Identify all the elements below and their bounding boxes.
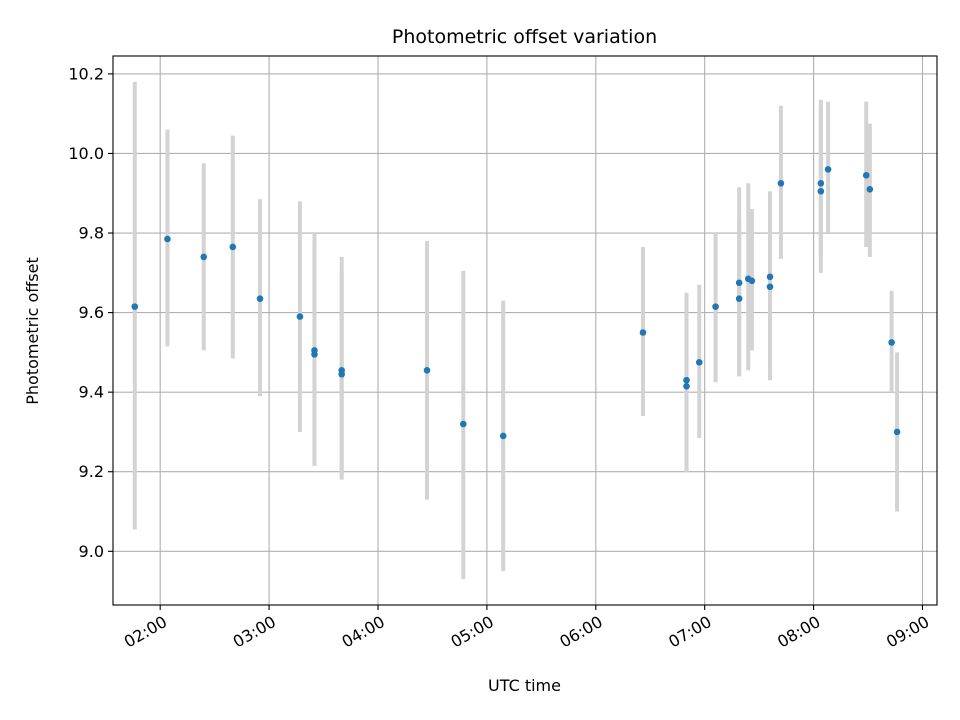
- y-tick-label: 9.0: [79, 542, 104, 561]
- data-point: [866, 185, 874, 193]
- y-tick-label: 9.8: [79, 224, 104, 243]
- data-point: [639, 329, 647, 336]
- data-point: [695, 359, 703, 366]
- data-point: [338, 370, 345, 378]
- y-tick-label: 10.2: [68, 64, 104, 83]
- data-point: [499, 432, 507, 440]
- y-tick-label: 9.2: [79, 462, 104, 481]
- data-point: [777, 180, 785, 187]
- data-point: [683, 382, 690, 390]
- data-points: [131, 166, 901, 440]
- data-point: [423, 366, 431, 374]
- y-tick-label: 9.4: [79, 383, 104, 402]
- data-point: [817, 187, 825, 195]
- data-point: [817, 180, 825, 187]
- data-point: [200, 253, 208, 261]
- data-point: [888, 339, 895, 346]
- data-point: [735, 295, 743, 302]
- data-point: [131, 303, 139, 310]
- chart-title: Photometric offset variation: [392, 26, 657, 48]
- data-point: [683, 376, 690, 384]
- data-point: [862, 172, 870, 179]
- data-point: [766, 283, 774, 291]
- data-point: [459, 420, 467, 428]
- data-point: [256, 295, 264, 302]
- y-tick-label: 10.0: [68, 144, 104, 163]
- x-axis-title: UTC time: [488, 676, 561, 695]
- data-point: [766, 273, 774, 281]
- data-point: [824, 166, 832, 173]
- y-axis: 9.0 9.2 9.4 9.6 9.8 10.0 10.2: [68, 64, 113, 561]
- y-axis-title: Photometric offset: [23, 257, 42, 405]
- data-point: [311, 351, 318, 358]
- y-tick-label: 9.6: [79, 303, 104, 322]
- data-point: [893, 428, 901, 436]
- data-point: [748, 277, 756, 285]
- data-point: [735, 279, 743, 287]
- data-point: [712, 303, 719, 310]
- data-point: [229, 243, 237, 251]
- grid: [113, 56, 937, 605]
- plot-frame: [112, 55, 938, 606]
- data-point: [164, 235, 171, 243]
- data-point: [296, 313, 304, 320]
